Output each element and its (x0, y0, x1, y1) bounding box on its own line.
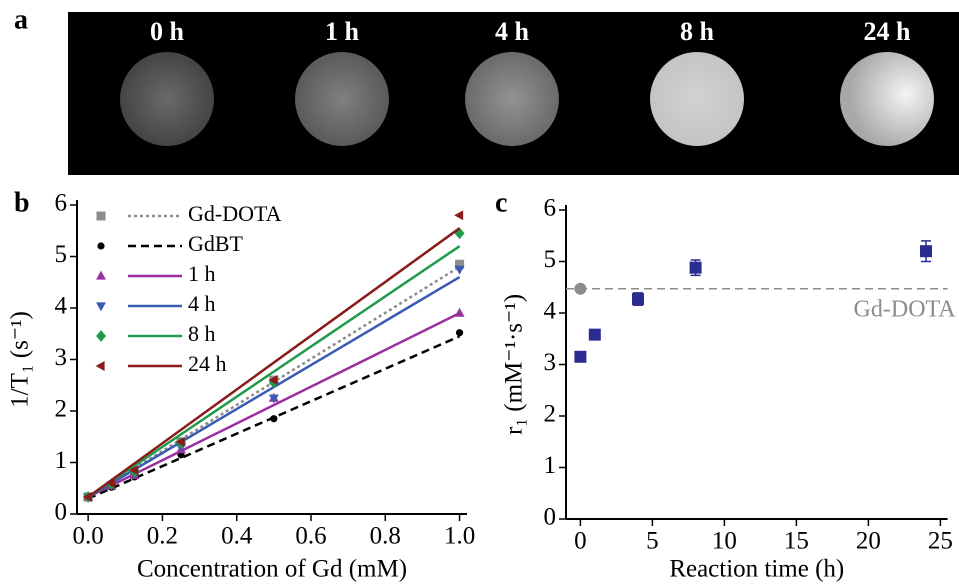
marker (589, 329, 601, 341)
time-label: 8 h (680, 17, 715, 46)
y-tick-label: 2 (544, 401, 557, 428)
legend-label: 8 h (188, 321, 216, 346)
page: a 0 h1 h4 h8 h24 hb0.00.20.40.60.81.0012… (0, 0, 959, 584)
marker (456, 329, 463, 336)
y-tick-label: 5 (544, 246, 557, 273)
time-label: 4 h (495, 17, 530, 46)
x-axis-title: Concentration of Gd (mM) (137, 556, 407, 583)
marker (455, 308, 465, 317)
legend-label: GdBT (188, 231, 244, 256)
fit-line (88, 246, 459, 497)
marker (632, 293, 644, 305)
y-axis-title: r₁ (mM⁻¹·s⁻¹) (501, 294, 528, 435)
y-tick-label: 4 (544, 298, 557, 325)
marker (97, 242, 104, 249)
x-tick-label: 0.4 (221, 523, 253, 550)
y-tick-label: 1 (55, 447, 68, 474)
x-tick-label: 20 (856, 528, 881, 555)
x-tick-label: 15 (784, 528, 809, 555)
figure: a 0 h1 h4 h8 h24 hb0.00.20.40.60.81.0012… (0, 0, 959, 584)
fit-line (88, 228, 459, 497)
time-label: 1 h (325, 17, 360, 46)
marker (574, 351, 586, 363)
x-tick-label: 1.0 (444, 523, 475, 550)
x-tick-label: 10 (712, 528, 737, 555)
time-label: 0 h (150, 17, 185, 46)
y-tick-label: 3 (55, 344, 68, 371)
x-tick-label: 5 (646, 528, 659, 555)
y-tick-label: 0 (55, 499, 68, 526)
sample (120, 52, 214, 146)
time-label: 24 h (864, 17, 912, 46)
y-tick-label: 3 (544, 349, 557, 376)
marker (96, 330, 106, 342)
x-tick-label: 0.0 (73, 523, 104, 550)
marker (96, 361, 105, 371)
y-axis-title: 1/T₁ (s⁻¹) (7, 311, 34, 408)
y-tick-label: 2 (55, 396, 68, 423)
marker (270, 415, 277, 422)
legend-label: Gd-DOTA (188, 201, 282, 226)
x-tick-label: 0 (574, 528, 587, 555)
panel-label: a (14, 4, 28, 35)
y-tick-label: 6 (544, 195, 557, 222)
panel-label: b (14, 187, 30, 218)
marker (97, 212, 106, 221)
marker (690, 262, 702, 274)
legend-label: 24 h (188, 351, 227, 376)
marker (454, 210, 463, 220)
x-tick-label: 0.6 (295, 523, 326, 550)
x-tick-label: 0.2 (147, 523, 178, 550)
fit-line (88, 313, 459, 497)
x-tick-label: 0.8 (370, 523, 401, 550)
reference-point (574, 283, 586, 295)
marker (96, 271, 106, 280)
y-tick-label: 4 (55, 293, 68, 320)
sample (840, 52, 934, 146)
y-tick-label: 6 (55, 190, 68, 217)
x-axis-title: Reaction time (h) (669, 556, 844, 583)
legend-label: 1 h (188, 261, 216, 286)
sample (295, 52, 389, 146)
marker (920, 245, 932, 257)
y-tick-label: 1 (544, 452, 557, 479)
panel-label: c (495, 187, 507, 218)
y-tick-label: 0 (544, 504, 557, 531)
reference-label: Gd-DOTA (854, 296, 957, 322)
legend-label: 4 h (188, 291, 216, 316)
y-tick-label: 5 (55, 241, 68, 268)
sample (650, 52, 744, 146)
marker (96, 302, 106, 311)
x-tick-label: 25 (928, 528, 953, 555)
sample (465, 52, 559, 146)
